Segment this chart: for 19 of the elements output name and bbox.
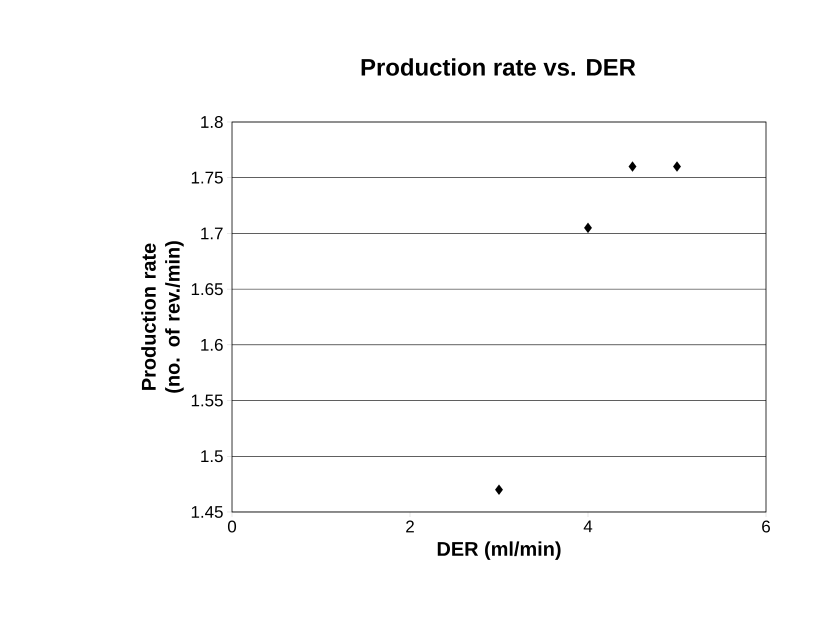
y-tick-label: 1.75 [192,172,223,184]
x-tick-label: 6 [762,520,770,532]
y-tick-label: 1.55 [192,394,223,406]
x-tick-label: 2 [406,520,414,532]
y-tick-label: 1.65 [192,283,223,296]
y-tick-label: 1.7 [201,228,223,240]
y-tick-label: 1.45 [192,506,223,518]
y-tick-label: 1.8 [201,116,223,128]
chart-title: Production rate vs. DER [362,58,636,76]
y-tick-label: 1.5 [201,450,223,462]
y-tick-label: 1.6 [201,338,223,351]
x-tick-label: 4 [584,520,592,532]
point [584,222,592,234]
x-axis-title: DER (ml/min) [438,541,561,560]
y-axis-title: Production rate (no. of rev./min) [141,241,184,393]
x-tick-label: 0 [228,520,236,532]
point [495,484,503,495]
point [673,161,681,172]
point [628,161,636,172]
